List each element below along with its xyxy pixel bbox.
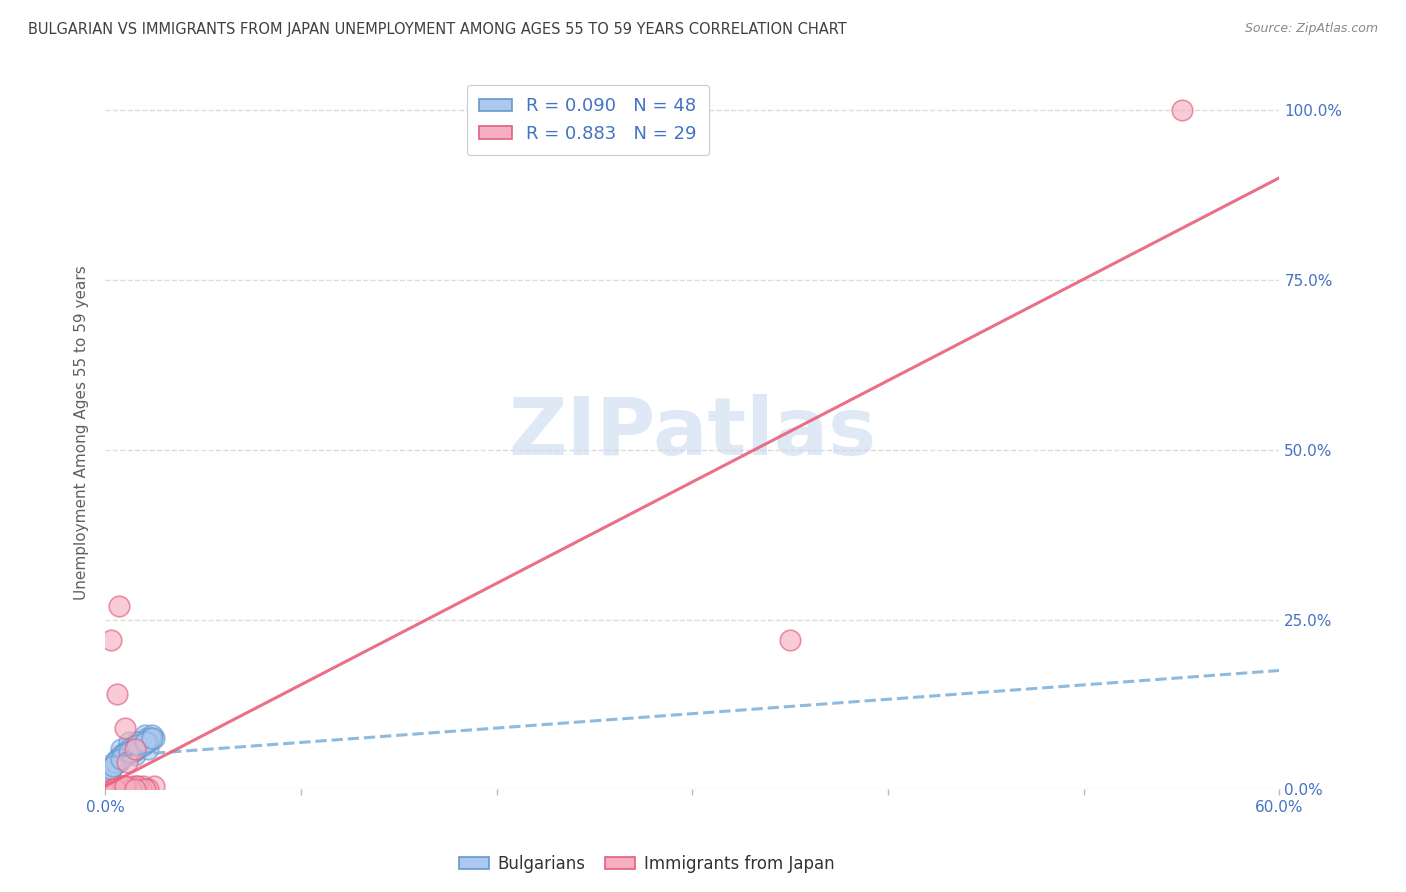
Point	[125, 735, 148, 749]
Point	[141, 728, 163, 742]
Point	[138, 741, 160, 756]
Point	[104, 782, 127, 797]
Point	[120, 782, 142, 797]
Point	[114, 745, 136, 759]
Point	[98, 765, 121, 780]
Point	[115, 756, 138, 770]
Point	[112, 748, 135, 763]
Text: BULGARIAN VS IMMIGRANTS FROM JAPAN UNEMPLOYMENT AMONG AGES 55 TO 59 YEARS CORREL: BULGARIAN VS IMMIGRANTS FROM JAPAN UNEMP…	[28, 22, 846, 37]
Point	[121, 745, 143, 759]
Point	[131, 738, 153, 752]
Point	[105, 756, 128, 770]
Point	[134, 782, 156, 797]
Point	[105, 752, 128, 766]
Point	[124, 741, 146, 756]
Point	[108, 752, 131, 766]
Point	[128, 738, 150, 752]
Point	[138, 735, 160, 749]
Point	[120, 745, 142, 759]
Point	[135, 735, 157, 749]
Point	[124, 741, 146, 756]
Point	[104, 756, 127, 770]
Point	[114, 779, 136, 793]
Point	[128, 735, 150, 749]
Legend: Bulgarians, Immigrants from Japan: Bulgarians, Immigrants from Japan	[453, 848, 841, 880]
Point	[108, 756, 131, 770]
Point	[118, 782, 141, 797]
Text: ZIPatlas: ZIPatlas	[509, 393, 876, 472]
Point	[103, 758, 125, 772]
Point	[1170, 103, 1192, 117]
Point	[115, 745, 138, 759]
Point	[118, 741, 141, 756]
Point	[100, 632, 122, 647]
Point	[139, 731, 162, 746]
Text: Source: ZipAtlas.com: Source: ZipAtlas.com	[1244, 22, 1378, 36]
Legend: R = 0.090   N = 48, R = 0.883   N = 29: R = 0.090 N = 48, R = 0.883 N = 29	[467, 85, 710, 155]
Point	[110, 779, 132, 793]
Point	[100, 762, 122, 776]
Point	[134, 735, 156, 749]
Point	[125, 738, 148, 752]
Point	[100, 762, 122, 776]
Point	[779, 632, 801, 647]
Point	[143, 731, 166, 746]
Point	[129, 738, 152, 752]
Point	[118, 782, 141, 797]
Point	[103, 782, 125, 797]
Point	[108, 599, 131, 613]
Point	[141, 731, 163, 746]
Point	[100, 782, 122, 797]
Point	[118, 735, 141, 749]
Point	[125, 779, 148, 793]
Point	[129, 782, 152, 797]
Point	[110, 741, 132, 756]
Point	[143, 779, 166, 793]
Y-axis label: Unemployment Among Ages 55 to 59 years: Unemployment Among Ages 55 to 59 years	[75, 265, 90, 600]
Point	[104, 782, 127, 797]
Point	[115, 745, 138, 759]
Point	[104, 756, 127, 770]
Point	[120, 745, 142, 759]
Point	[129, 738, 152, 752]
Point	[103, 758, 125, 772]
Point	[135, 731, 157, 746]
Point	[112, 779, 135, 793]
Point	[112, 748, 135, 763]
Point	[134, 782, 156, 797]
Point	[110, 779, 132, 793]
Point	[134, 728, 156, 742]
Point	[110, 748, 132, 763]
Point	[125, 741, 148, 756]
Point	[105, 687, 128, 701]
Point	[118, 745, 141, 759]
Point	[125, 779, 148, 793]
Point	[131, 779, 153, 793]
Point	[114, 721, 136, 735]
Point	[131, 738, 153, 752]
Point	[121, 741, 143, 756]
Point	[138, 782, 160, 797]
Point	[124, 782, 146, 797]
Point	[110, 752, 132, 766]
Point	[114, 748, 136, 763]
Point	[124, 748, 146, 763]
Point	[121, 779, 143, 793]
